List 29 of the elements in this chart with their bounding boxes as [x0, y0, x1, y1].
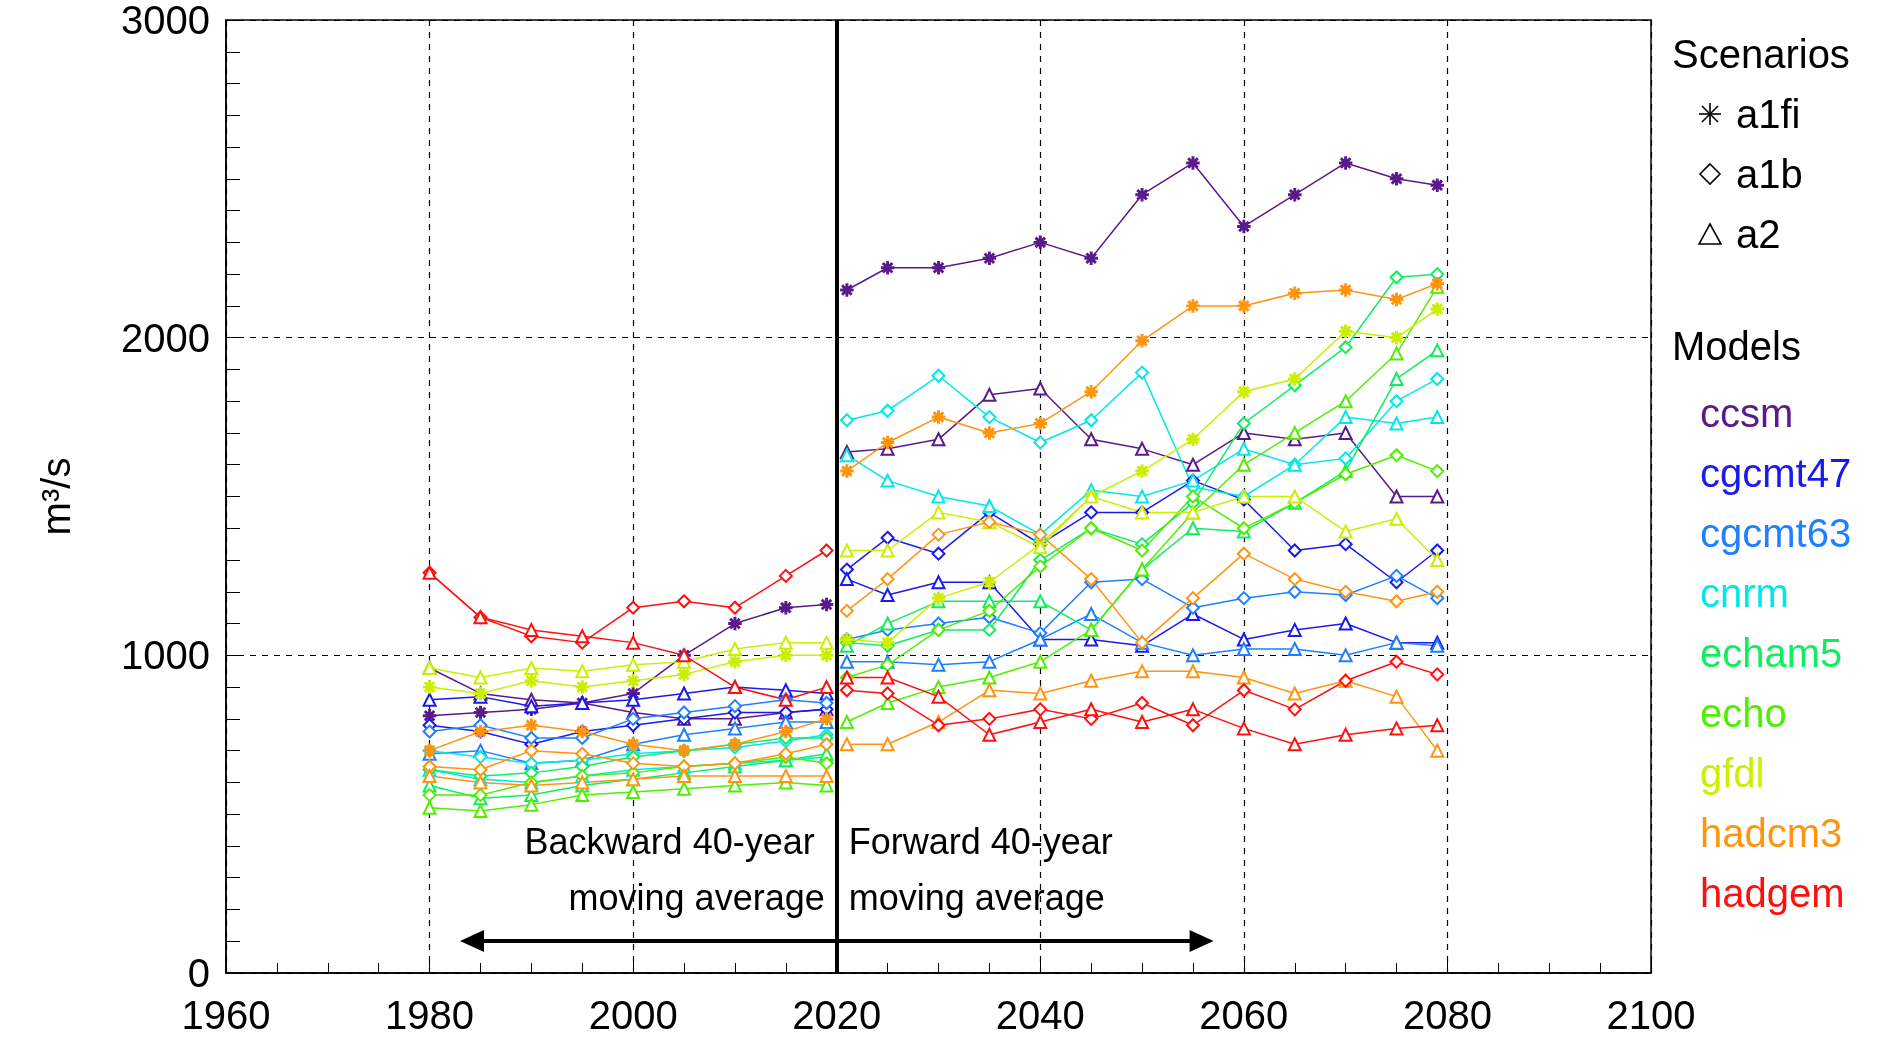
text: cgcmt47: [1700, 451, 1852, 495]
text: ccsm: [1700, 391, 1794, 435]
text: hadcm3: [1700, 811, 1843, 855]
x-tick-label: 2000: [588, 993, 678, 1037]
text: echo: [1700, 691, 1787, 735]
text: hadgem: [1700, 871, 1845, 915]
x-tick-label: 2100: [1606, 993, 1696, 1037]
x-tick-label: 2080: [1402, 993, 1492, 1037]
text: echam5: [1700, 631, 1843, 675]
text: a2: [1736, 211, 1781, 258]
y-tick-label: 1000: [121, 633, 210, 678]
text: cgcmt63: [1700, 511, 1852, 555]
text: a1fi: [1736, 91, 1801, 138]
text: a1b: [1736, 151, 1803, 198]
annotation: Forward 40-year moving average: [848, 820, 1123, 918]
x-tick-label: 2020: [792, 993, 882, 1037]
y-axis-title: m³/s: [34, 457, 78, 536]
text: Scenarios: [1672, 31, 1850, 78]
x-tick-label: 2060: [1199, 993, 1289, 1037]
text: cnrm: [1700, 571, 1789, 615]
y-tick-label: 3000: [121, 0, 210, 42]
legend-title: Models: [1672, 324, 1801, 368]
text: gfdl: [1700, 751, 1765, 795]
x-tick-label: 2040: [995, 993, 1085, 1037]
y-tick-label: 0: [187, 951, 210, 995]
y-tick-label: 2000: [121, 315, 210, 360]
x-tick-label: 1960: [181, 993, 271, 1037]
annotation: Backward 40-year moving average: [524, 820, 825, 918]
x-tick-label: 1980: [385, 993, 475, 1037]
